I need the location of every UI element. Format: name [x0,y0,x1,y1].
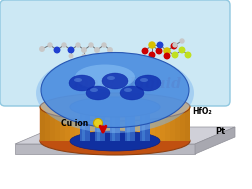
Bar [125,107,135,141]
Bar [95,107,105,141]
Bar [127,107,130,141]
Circle shape [171,43,177,49]
Bar [180,107,185,141]
Ellipse shape [102,73,128,89]
Bar [50,107,55,141]
Bar [40,107,45,141]
Bar [130,107,135,141]
Text: Cu ion: Cu ion [61,119,89,129]
Bar [90,107,95,141]
Bar [170,107,175,141]
FancyBboxPatch shape [0,0,230,106]
Bar [82,107,85,141]
Bar [160,107,165,141]
Circle shape [185,52,191,58]
Bar [45,107,50,141]
Ellipse shape [40,127,190,155]
Ellipse shape [74,78,82,82]
Circle shape [54,47,60,53]
Circle shape [93,119,103,128]
Bar [70,107,75,141]
Bar [60,107,65,141]
Circle shape [95,48,99,52]
Bar [120,107,125,141]
Circle shape [157,42,163,48]
Circle shape [164,53,170,59]
Bar [105,107,110,141]
Text: Pt: Pt [215,126,225,136]
Bar [65,107,70,141]
Circle shape [48,43,52,47]
Circle shape [173,43,177,47]
Ellipse shape [107,76,115,80]
Bar [115,107,120,141]
Circle shape [40,47,44,51]
Circle shape [82,48,86,52]
Ellipse shape [75,64,135,90]
Circle shape [179,47,185,53]
Ellipse shape [70,97,160,117]
Ellipse shape [69,75,95,91]
Circle shape [142,48,148,54]
Bar [135,107,140,141]
Bar [150,107,155,141]
Bar [140,107,145,141]
Ellipse shape [124,88,132,92]
Circle shape [149,42,155,48]
Circle shape [76,43,80,47]
Bar [80,107,90,141]
Circle shape [172,52,178,58]
Polygon shape [15,144,195,154]
Polygon shape [195,127,235,154]
Bar [110,107,115,141]
Bar [145,107,150,141]
Bar [155,107,160,141]
Circle shape [180,39,184,43]
Circle shape [69,54,73,58]
Circle shape [102,43,106,47]
Bar [85,107,90,141]
Ellipse shape [120,86,144,100]
Bar [95,107,100,141]
Ellipse shape [36,53,194,133]
Circle shape [82,54,86,58]
Circle shape [62,43,66,47]
Ellipse shape [140,78,148,82]
Bar [100,107,105,141]
Ellipse shape [40,93,190,121]
Bar [80,107,85,141]
Bar [110,107,120,141]
Bar [175,107,180,141]
Text: Ionic   Liquid: Ionic Liquid [72,77,182,91]
Polygon shape [15,127,235,144]
Bar [185,107,190,141]
Circle shape [164,48,170,54]
Bar [125,107,130,141]
Bar [75,107,80,141]
Polygon shape [95,99,135,117]
Bar [142,107,145,141]
Circle shape [149,52,155,58]
Circle shape [156,48,162,54]
Bar [165,107,170,141]
Ellipse shape [90,88,98,92]
Circle shape [68,47,74,53]
Bar [112,107,115,141]
Ellipse shape [70,131,160,151]
Circle shape [108,48,112,52]
Bar [55,107,60,141]
Ellipse shape [135,75,161,91]
Bar [140,107,150,141]
Ellipse shape [41,53,189,128]
Circle shape [89,43,93,47]
Bar [97,107,100,141]
Text: HfO₂: HfO₂ [192,106,212,115]
Ellipse shape [86,86,110,100]
